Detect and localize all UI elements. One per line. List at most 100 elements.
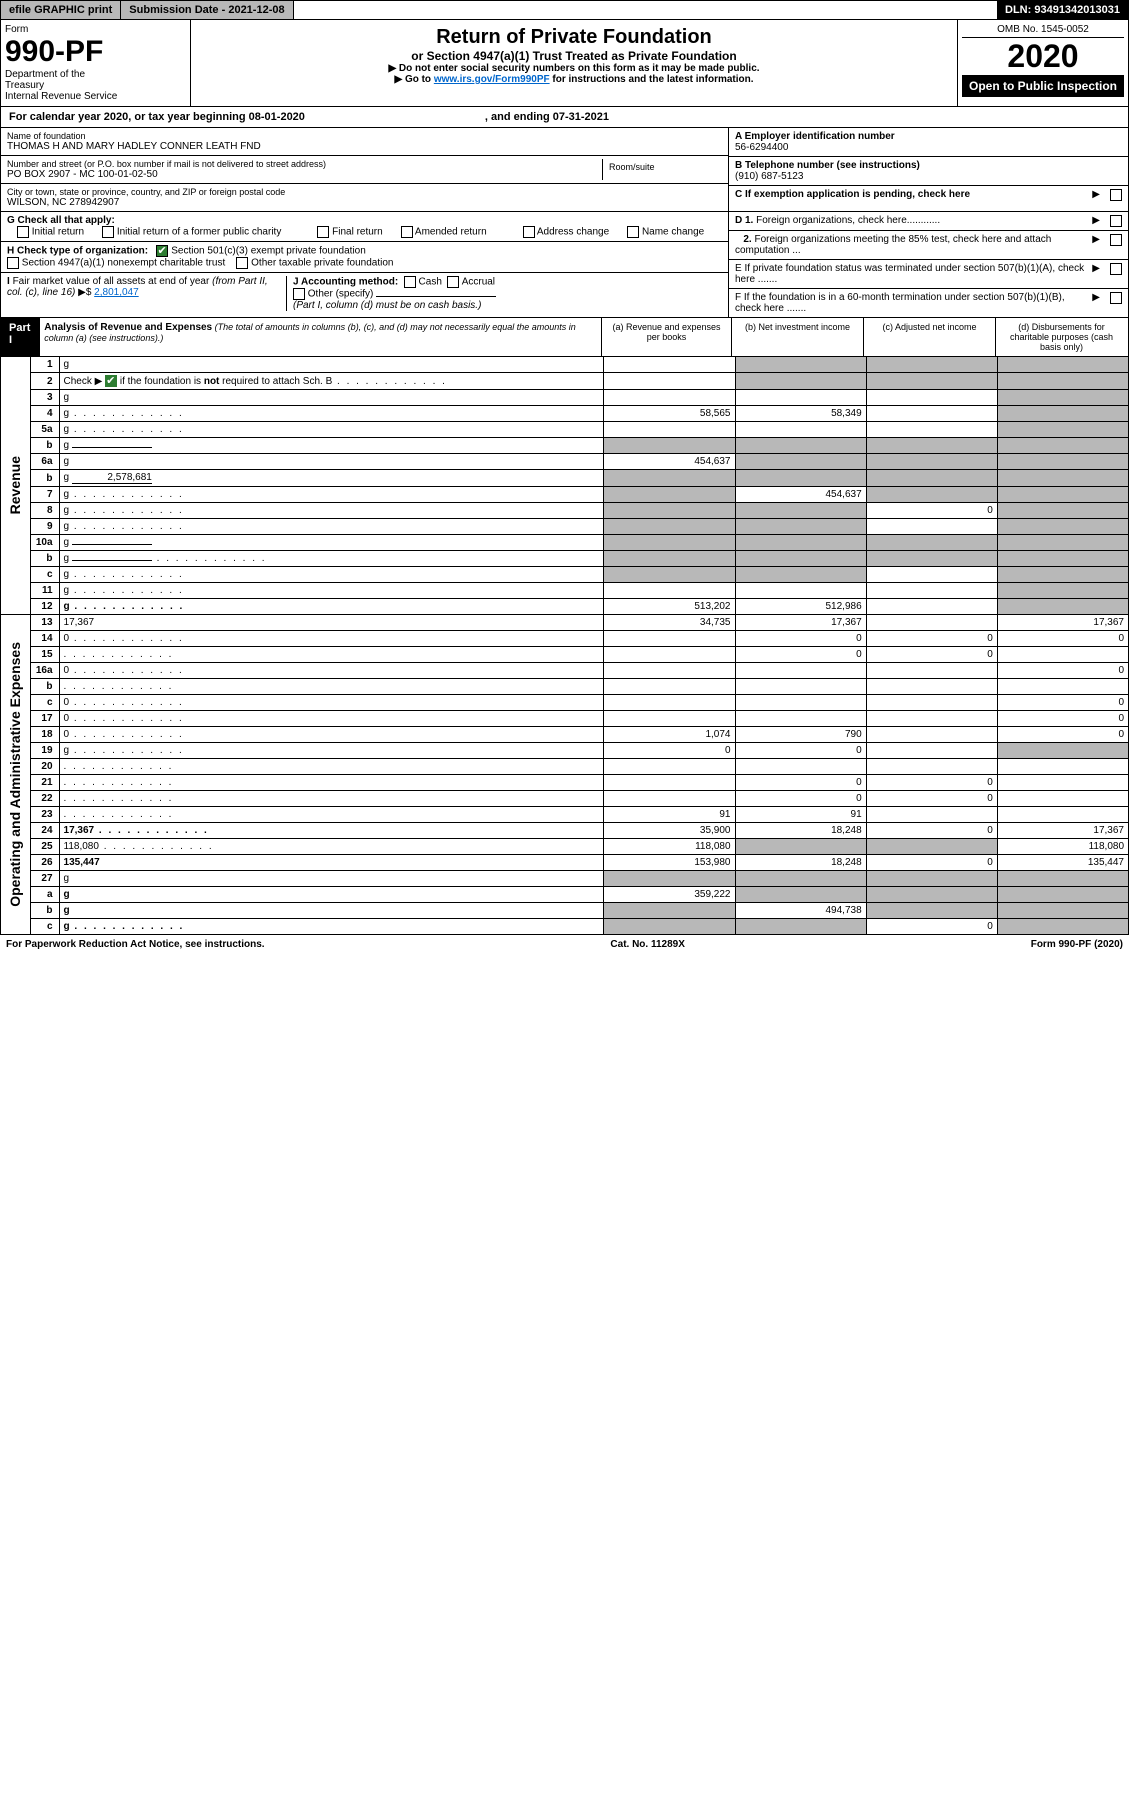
- d2-checkbox[interactable]: [1110, 234, 1122, 246]
- table-row: 26135,447153,98018,2480135,447: [1, 855, 1129, 871]
- h-section: H Check type of organization: Section 50…: [1, 242, 728, 273]
- table-row: 11g: [1, 583, 1129, 599]
- foundation-addr: PO BOX 2907 - MC 100-01-02-50: [7, 169, 602, 180]
- table-row: bg: [1, 438, 1129, 454]
- table-row: 12g513,202512,986: [1, 599, 1129, 615]
- table-row: 140000: [1, 631, 1129, 647]
- table-row: 7g454,637: [1, 487, 1129, 503]
- f-label: F If the foundation is in a 60-month ter…: [735, 292, 1088, 314]
- table-row: 4g58,56558,349: [1, 406, 1129, 422]
- e-label: E If private foundation status was termi…: [735, 263, 1088, 285]
- col-b-header: (b) Net investment income: [731, 318, 863, 356]
- table-row: 2Check ▶ if the foundation is not requir…: [1, 373, 1129, 390]
- table-row: 8g0: [1, 503, 1129, 519]
- tax-year: 2020: [962, 38, 1124, 75]
- section-g-h-i: G Check all that apply: Initial return I…: [0, 212, 1129, 318]
- city-label: City or town, state or province, country…: [7, 187, 722, 197]
- j-cash-checkbox[interactable]: [404, 276, 416, 288]
- g-initial-checkbox[interactable]: [17, 226, 29, 238]
- footer-right: Form 990-PF (2020): [1031, 939, 1123, 950]
- fmv-value[interactable]: 2,801,047: [94, 287, 139, 298]
- g-address-checkbox[interactable]: [523, 226, 535, 238]
- form-number: 990-PF: [5, 35, 186, 69]
- top-bar: efile GRAPHIC print Submission Date - 20…: [0, 0, 1129, 20]
- table-row: 10ag: [1, 535, 1129, 551]
- part1-label: Part I: [1, 318, 40, 356]
- d1-checkbox[interactable]: [1110, 215, 1122, 227]
- name-label: Name of foundation: [7, 131, 722, 141]
- f-checkbox[interactable]: [1110, 292, 1122, 304]
- e-checkbox[interactable]: [1110, 263, 1122, 275]
- form-note1: ▶ Do not enter social security numbers o…: [199, 63, 949, 74]
- open-inspection: Open to Public Inspection: [962, 75, 1124, 97]
- table-row: 19g00: [1, 743, 1129, 759]
- table-row: bg494,738: [1, 903, 1129, 919]
- part1-header: Part I Analysis of Revenue and Expenses …: [0, 318, 1129, 357]
- foundation-name: THOMAS H AND MARY HADLEY CONNER LEATH FN…: [7, 141, 722, 152]
- table-row: b: [1, 679, 1129, 695]
- table-row: 16a00: [1, 663, 1129, 679]
- table-row: 25118,080118,080118,080: [1, 839, 1129, 855]
- table-row: 6ag454,637: [1, 454, 1129, 470]
- table-row: 239191: [1, 807, 1129, 823]
- form-note2: ▶ Go to www.irs.gov/Form990PF for instru…: [199, 74, 949, 85]
- calendar-year-row: For calendar year 2020, or tax year begi…: [0, 107, 1129, 128]
- h-other-checkbox[interactable]: [236, 257, 248, 269]
- form-title: Return of Private Foundation: [199, 26, 949, 49]
- col-c-header: (c) Adjusted net income: [863, 318, 995, 356]
- table-row: c00: [1, 695, 1129, 711]
- j-accrual-checkbox[interactable]: [447, 276, 459, 288]
- g-amended-checkbox[interactable]: [401, 226, 413, 238]
- phone-label: B Telephone number (see instructions): [735, 160, 1122, 171]
- page-footer: For Paperwork Reduction Act Notice, see …: [0, 935, 1129, 954]
- table-row: 2417,36735,90018,248017,367: [1, 823, 1129, 839]
- table-row: 1801,0747900: [1, 727, 1129, 743]
- table-row: 3g: [1, 390, 1129, 406]
- table-row: bg: [1, 551, 1129, 567]
- j-other-checkbox[interactable]: [293, 288, 305, 300]
- g-final-checkbox[interactable]: [317, 226, 329, 238]
- room-suite: Room/suite: [602, 159, 722, 180]
- form-subtitle: or Section 4947(a)(1) Trust Treated as P…: [199, 49, 949, 63]
- exemption-checkbox[interactable]: [1110, 189, 1122, 201]
- submission-date: Submission Date - 2021-12-08: [121, 1, 293, 19]
- efile-label: efile GRAPHIC print: [1, 1, 121, 19]
- table-row: bg 2,578,681: [1, 470, 1129, 487]
- table-row: 5ag: [1, 422, 1129, 438]
- h-501c3-checkbox[interactable]: [156, 245, 168, 257]
- footer-left: For Paperwork Reduction Act Notice, see …: [6, 939, 265, 950]
- foundation-city: WILSON, NC 278942907: [7, 197, 722, 208]
- dln: DLN: 93491342013031: [997, 1, 1128, 19]
- table-row: 27g: [1, 871, 1129, 887]
- table-row: Revenue1g: [1, 357, 1129, 373]
- exemption-label: C If exemption application is pending, c…: [735, 189, 1088, 200]
- dept-label: Department of theTreasuryInternal Revenu…: [5, 69, 186, 102]
- table-row: 9g: [1, 519, 1129, 535]
- addr-label: Number and street (or P.O. box number if…: [7, 159, 602, 169]
- form-header: Form 990-PF Department of theTreasuryInt…: [0, 20, 1129, 107]
- table-row: 1500: [1, 647, 1129, 663]
- table-row: 1700: [1, 711, 1129, 727]
- table-row: Operating and Administrative Expenses131…: [1, 615, 1129, 631]
- table-row: 2100: [1, 775, 1129, 791]
- ein-label: A Employer identification number: [735, 131, 1122, 142]
- col-a-header: (a) Revenue and expenses per books: [601, 318, 731, 356]
- table-row: 20: [1, 759, 1129, 775]
- ein-value: 56-6294400: [735, 142, 1122, 153]
- form990pf-link[interactable]: www.irs.gov/Form990PF: [434, 74, 550, 85]
- table-row: ag359,222: [1, 887, 1129, 903]
- phone-value: (910) 687-5123: [735, 171, 1122, 182]
- table-row: cg: [1, 567, 1129, 583]
- g-section: G Check all that apply: Initial return I…: [1, 212, 728, 242]
- h-4947-checkbox[interactable]: [7, 257, 19, 269]
- revenue-table: Revenue1g2Check ▶ if the foundation is n…: [0, 357, 1129, 615]
- g-name-checkbox[interactable]: [627, 226, 639, 238]
- form-label: Form: [5, 24, 186, 35]
- foundation-info: Name of foundation THOMAS H AND MARY HAD…: [0, 128, 1129, 212]
- i-j-section: I Fair market value of all assets at end…: [1, 273, 728, 314]
- expenses-table: Operating and Administrative Expenses131…: [0, 615, 1129, 935]
- g-initial-public-checkbox[interactable]: [102, 226, 114, 238]
- table-row: 2200: [1, 791, 1129, 807]
- omb-number: OMB No. 1545-0052: [962, 24, 1124, 38]
- table-row: cg0: [1, 919, 1129, 935]
